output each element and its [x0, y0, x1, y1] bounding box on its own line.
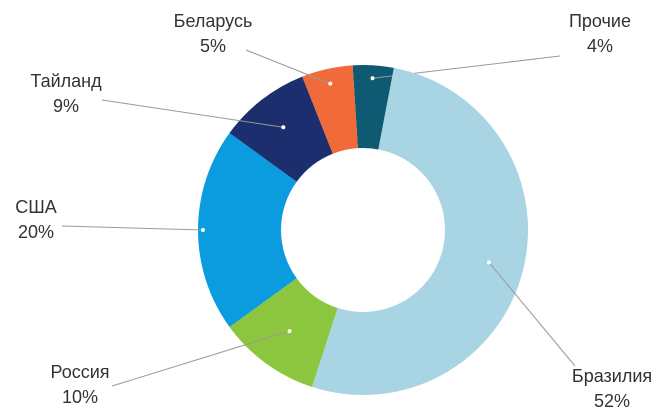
slice-label: США — [15, 197, 57, 217]
slice — [312, 67, 529, 396]
slice-value-label: 52% — [594, 391, 630, 411]
slice — [302, 65, 358, 154]
slice-label: Беларусь — [174, 11, 253, 31]
leader-dot — [287, 329, 292, 334]
leader-dot — [370, 76, 375, 81]
slice-label: Россия — [50, 362, 109, 382]
slice-value-label: 10% — [62, 387, 98, 407]
slice-label: Бразилия — [572, 366, 652, 386]
leader-dot — [201, 228, 205, 232]
leader-dot — [486, 260, 491, 265]
leader-line — [488, 262, 576, 367]
leader-dot — [281, 125, 286, 130]
slice-value-label: 5% — [200, 36, 226, 56]
leader-line — [111, 330, 290, 387]
leader-line — [61, 225, 204, 231]
leader-line — [245, 49, 331, 85]
slice-label: Прочие — [569, 11, 631, 31]
slice — [198, 133, 297, 327]
leader-line — [101, 99, 284, 128]
slice — [352, 65, 394, 150]
slice-value-label: 20% — [18, 222, 54, 242]
slice-value-label: 9% — [53, 96, 79, 116]
slice-label: Тайланд — [30, 71, 102, 91]
slice-value-label: 4% — [587, 36, 613, 56]
slice — [229, 76, 333, 182]
leader-dot — [328, 81, 333, 86]
